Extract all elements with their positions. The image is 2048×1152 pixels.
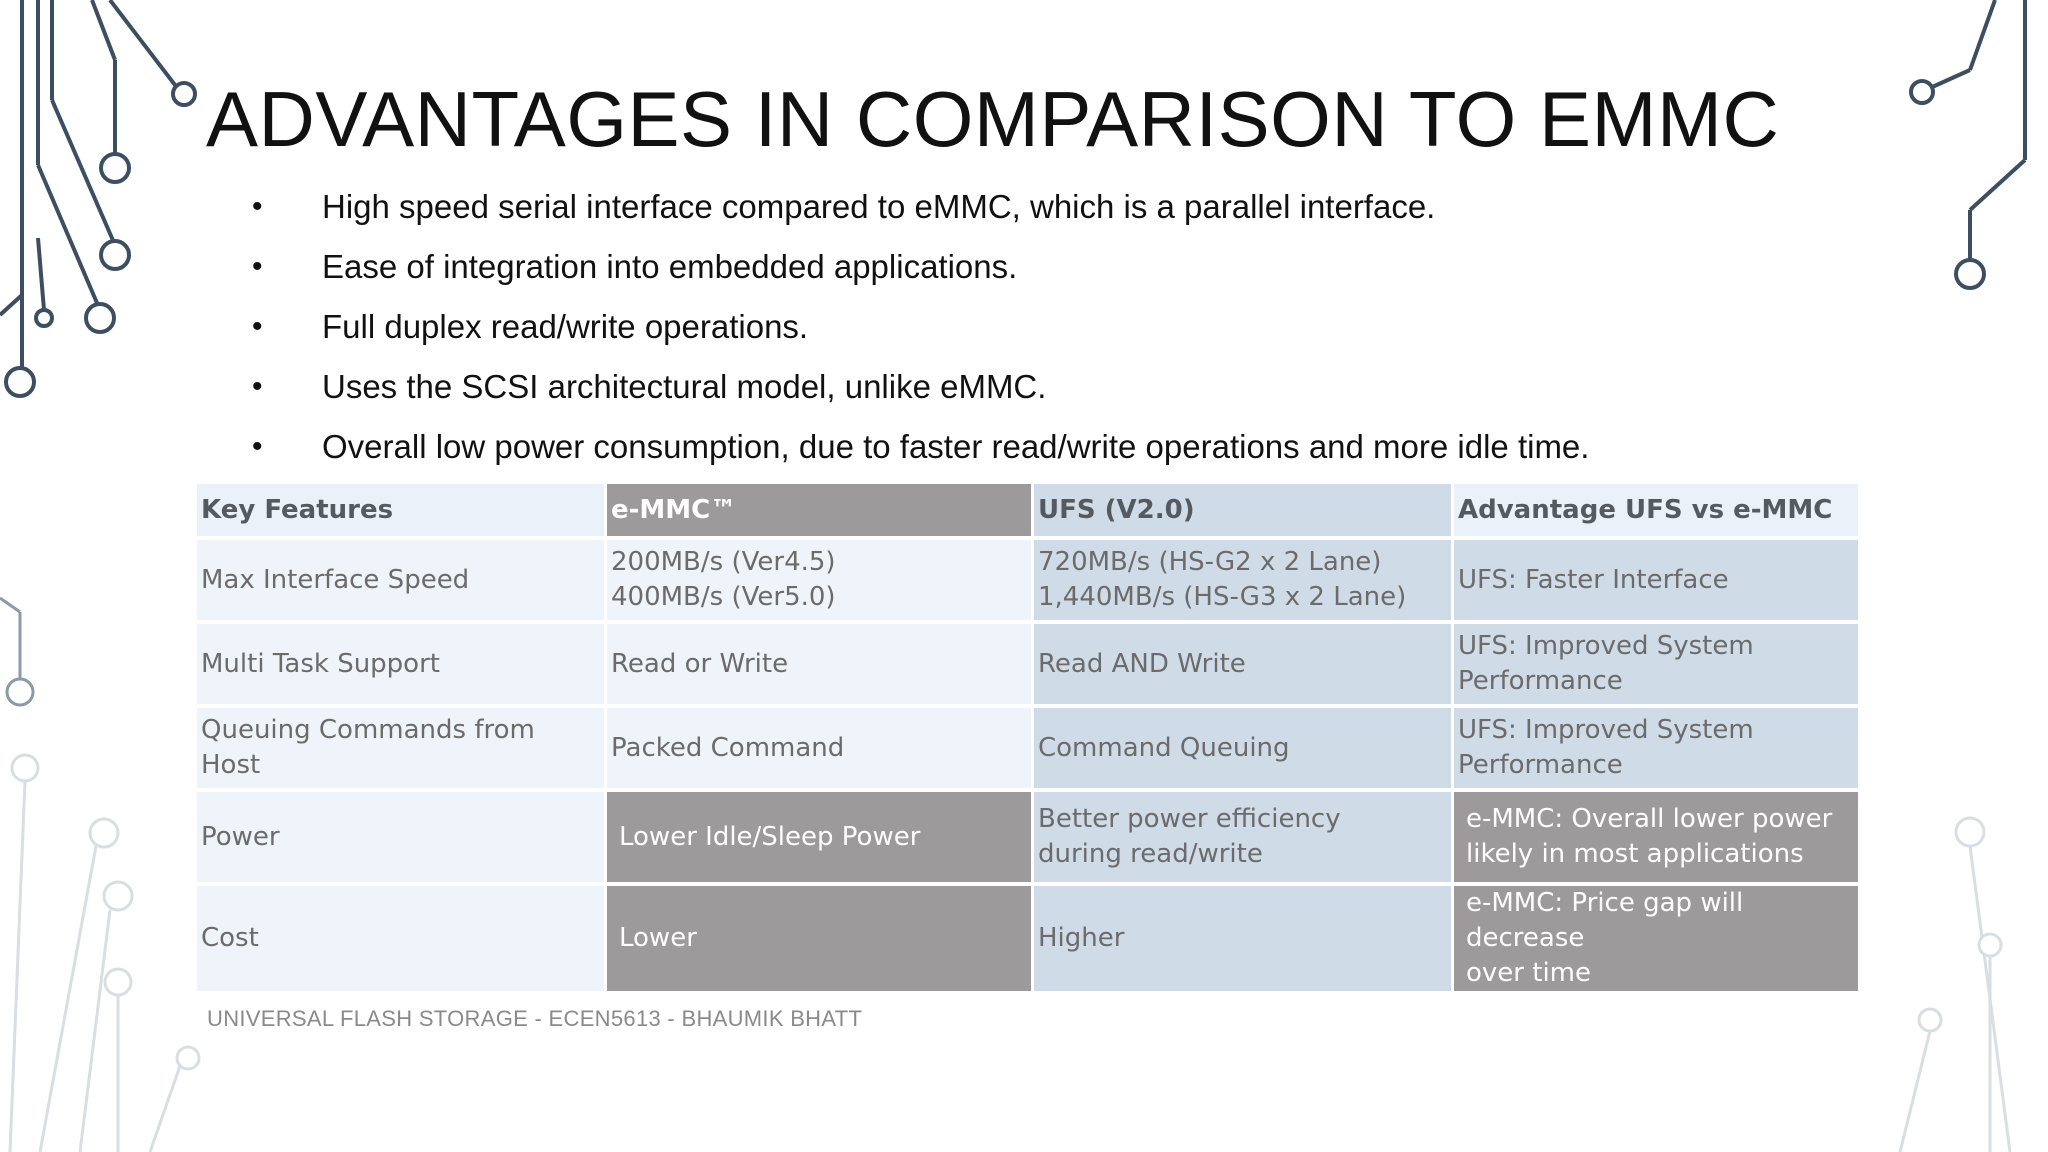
advantage-cell: e-MMC: Price gap will decrease over time [1454, 886, 1858, 995]
bullet-dot-icon: • [252, 370, 263, 403]
table-row: Power Lower Idle/Sleep Power Better powe… [197, 792, 1858, 886]
emmc-cell: Read or Write [607, 624, 1031, 708]
emmc-cell: 200MB/s (Ver4.5) 400MB/s (Ver5.0) [607, 540, 1031, 624]
advantage-cell: UFS: Improved System Performance [1454, 708, 1858, 792]
feature-cell: Queuing Commands from Host [197, 708, 604, 792]
comparison-table: Key Features e-MMC™ UFS (V2.0) Advantage… [194, 484, 1861, 995]
feature-cell: Max Interface Speed [197, 540, 604, 624]
header-ufs: UFS (V2.0) [1034, 484, 1451, 540]
emmc-cell: Lower [607, 886, 1031, 995]
table-row: Multi Task Support Read or Write Read AN… [197, 624, 1858, 708]
slide-title: ADVANTAGES IN COMPARISON TO EMMC [206, 75, 1780, 163]
header-key-features: Key Features [197, 484, 604, 540]
bullet-item: • Full duplex read/write operations. [252, 305, 1589, 365]
bullet-item: • High speed serial interface compared to… [252, 185, 1589, 245]
bullet-dot-icon: • [252, 430, 263, 463]
table-row: Cost Lower Higher e-MMC: Price gap will … [197, 886, 1858, 995]
slide-footer: UNIVERSAL FLASH STORAGE - ECEN5613 - BHA… [207, 1006, 863, 1031]
table-row: Max Interface Speed 200MB/s (Ver4.5) 400… [197, 540, 1858, 624]
advantage-cell: UFS: Faster Interface [1454, 540, 1858, 624]
bullet-list: • High speed serial interface compared to… [252, 185, 1589, 485]
advantage-cell: e-MMC: Overall lower power likely in mos… [1454, 792, 1858, 886]
advantage-cell: UFS: Improved System Performance [1454, 624, 1858, 708]
feature-cell: Power [197, 792, 604, 886]
ufs-cell: Better power efficiency during read/writ… [1034, 792, 1451, 886]
feature-cell: Cost [197, 886, 604, 995]
ufs-cell: Command Queuing [1034, 708, 1451, 792]
bullet-dot-icon: • [252, 250, 263, 283]
table-header-row: Key Features e-MMC™ UFS (V2.0) Advantage… [197, 484, 1858, 540]
table-row: Queuing Commands from Host Packed Comman… [197, 708, 1858, 792]
ufs-cell: 720MB/s (HS-G2 x 2 Lane) 1,440MB/s (HS-G… [1034, 540, 1451, 624]
header-emmc: e-MMC™ [607, 484, 1031, 540]
emmc-cell: Lower Idle/Sleep Power [607, 792, 1031, 886]
emmc-cell: Packed Command [607, 708, 1031, 792]
bullet-dot-icon: • [252, 310, 263, 343]
feature-cell: Multi Task Support [197, 624, 604, 708]
header-advantage: Advantage UFS vs e-MMC [1454, 484, 1858, 540]
ufs-cell: Higher [1034, 886, 1451, 995]
bullet-item: • Uses the SCSI architectural model, unli… [252, 365, 1589, 425]
ufs-cell: Read AND Write [1034, 624, 1451, 708]
bullet-item: • Overall low power consumption, due to f… [252, 425, 1589, 485]
bullet-item: • Ease of integration into embedded appli… [252, 245, 1589, 305]
bullet-dot-icon: • [252, 190, 263, 223]
